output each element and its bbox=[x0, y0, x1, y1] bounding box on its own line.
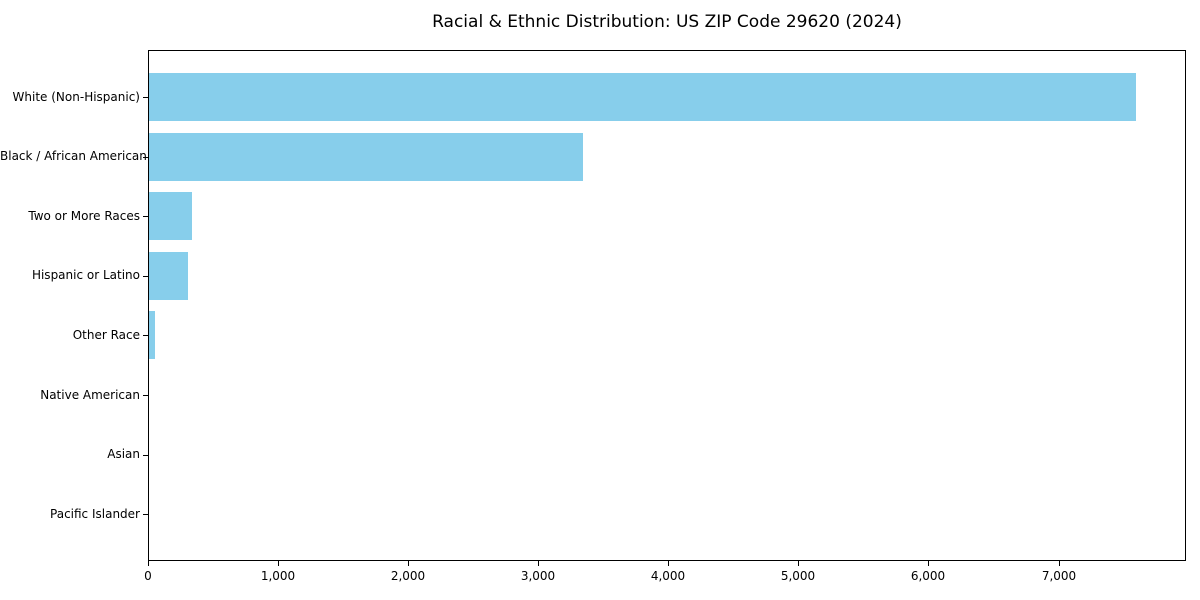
y-tick-mark bbox=[143, 395, 148, 396]
x-tick-label: 0 bbox=[144, 569, 152, 583]
x-tick-label: 5,000 bbox=[780, 569, 816, 583]
x-tick-mark bbox=[148, 561, 149, 566]
x-tick-label: 3,000 bbox=[520, 569, 556, 583]
y-tick-label: Black / African American bbox=[0, 149, 147, 163]
bar bbox=[149, 192, 192, 241]
bar bbox=[149, 311, 155, 360]
x-tick-label: 7,000 bbox=[1041, 569, 1077, 583]
y-tick-mark bbox=[143, 514, 148, 515]
y-tick-mark bbox=[143, 157, 148, 158]
chart-title: Racial & Ethnic Distribution: US ZIP Cod… bbox=[432, 12, 902, 32]
y-tick-label: Hispanic or Latino bbox=[31, 268, 140, 282]
x-tick-mark bbox=[278, 561, 279, 566]
x-tick-label: 2,000 bbox=[390, 569, 426, 583]
y-tick-mark bbox=[143, 216, 148, 217]
y-tick-mark bbox=[143, 97, 148, 98]
y-tick-label: Pacific Islander bbox=[50, 507, 140, 521]
y-tick-label: Other Race bbox=[72, 328, 140, 342]
x-tick-mark bbox=[1059, 561, 1060, 566]
x-tick-mark bbox=[538, 561, 539, 566]
x-tick-mark bbox=[668, 561, 669, 566]
x-tick-mark bbox=[798, 561, 799, 566]
y-tick-mark bbox=[143, 335, 148, 336]
y-tick-label: Asian bbox=[107, 447, 140, 461]
plot-area bbox=[148, 50, 1186, 561]
y-tick-mark bbox=[143, 455, 148, 456]
bar bbox=[149, 251, 188, 300]
y-tick-label: White (Non-Hispanic) bbox=[12, 90, 140, 104]
x-tick-mark bbox=[408, 561, 409, 566]
x-tick-mark bbox=[928, 561, 929, 566]
bar bbox=[149, 132, 583, 181]
x-tick-label: 4,000 bbox=[650, 569, 686, 583]
y-tick-label: Native American bbox=[40, 388, 140, 402]
y-tick-mark bbox=[143, 276, 148, 277]
y-tick-label: Two or More Races bbox=[28, 209, 140, 223]
x-tick-label: 6,000 bbox=[910, 569, 946, 583]
x-tick-label: 1,000 bbox=[260, 569, 296, 583]
bar bbox=[149, 73, 1136, 121]
